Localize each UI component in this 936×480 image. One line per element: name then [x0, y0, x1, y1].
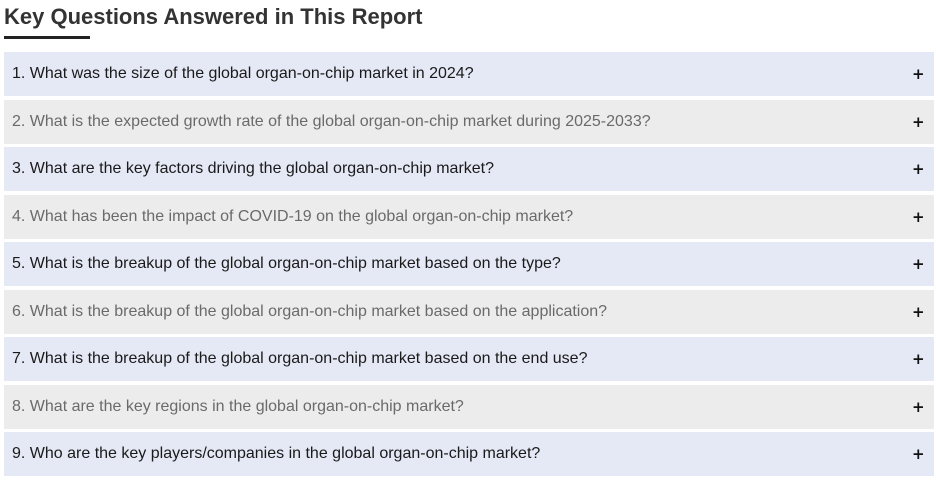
faq-item-8[interactable]: 8. What are the key regions in the globa… — [4, 384, 934, 429]
plus-icon[interactable]: + — [912, 350, 925, 368]
plus-icon[interactable]: + — [912, 160, 925, 178]
faq-question: 6. What is the breakup of the global org… — [12, 302, 608, 320]
faq-question: 5. What is the breakup of the global org… — [12, 255, 561, 272]
faq-item-3[interactable]: 3. What are the key factors driving the … — [4, 147, 934, 191]
faq-item-2[interactable]: 2. What is the expected growth rate of t… — [4, 99, 934, 144]
heading-underline — [4, 36, 90, 39]
faq-item-7[interactable]: 7. What is the breakup of the global org… — [4, 337, 934, 381]
plus-icon[interactable]: + — [912, 112, 925, 131]
faq-item-5[interactable]: 5. What is the breakup of the global org… — [4, 242, 934, 286]
plus-icon[interactable]: + — [912, 302, 925, 321]
plus-icon[interactable]: + — [912, 207, 925, 226]
faq-question: 2. What is the expected growth rate of t… — [12, 112, 651, 130]
faq-item-9[interactable]: 9. Who are the key players/companies in … — [4, 432, 934, 476]
faq-question: 7. What is the breakup of the global org… — [12, 350, 588, 367]
plus-icon[interactable]: + — [912, 65, 925, 83]
plus-icon[interactable]: + — [912, 397, 925, 416]
faq-question: 8. What are the key regions in the globa… — [12, 397, 464, 415]
faq-list: 1. What was the size of the global organ… — [4, 52, 934, 480]
faq-question: 9. Who are the key players/companies in … — [12, 445, 541, 462]
faq-item-6[interactable]: 6. What is the breakup of the global org… — [4, 289, 934, 334]
faq-question: 4. What has been the impact of COVID-19 … — [12, 207, 574, 225]
faq-question: 3. What are the key factors driving the … — [12, 160, 495, 177]
plus-icon[interactable]: + — [912, 445, 925, 463]
faq-item-1[interactable]: 1. What was the size of the global organ… — [4, 52, 934, 96]
faq-item-4[interactable]: 4. What has been the impact of COVID-19 … — [4, 194, 934, 239]
plus-icon[interactable]: + — [912, 255, 925, 273]
faq-question: 1. What was the size of the global organ… — [12, 65, 474, 82]
section-heading: Key Questions Answered in This Report — [4, 4, 423, 29]
